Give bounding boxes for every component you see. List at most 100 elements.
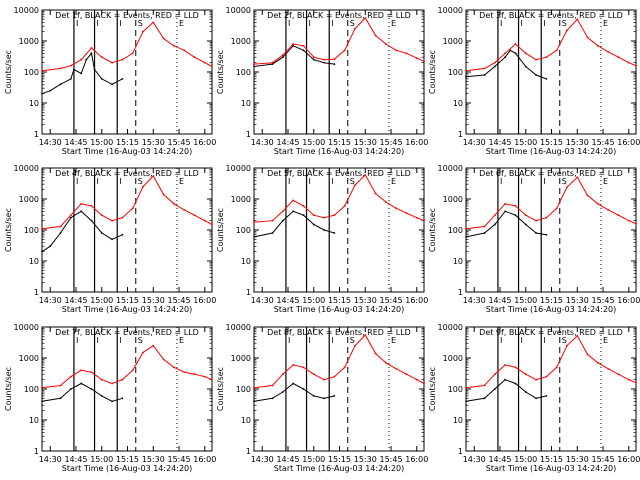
- panel-9: Det 9f, BLACK = Events, RED = LLD 1 10 100 1…: [428, 323, 640, 473]
- data-point-events: [483, 397, 486, 400]
- data-point-events: [281, 56, 284, 59]
- data-point-lld: [607, 208, 610, 211]
- series-line-lld: [465, 334, 637, 389]
- data-point-lld: [596, 44, 599, 47]
- data-point-events: [49, 245, 52, 248]
- y-tick-label: 1: [246, 288, 251, 297]
- data-point-lld: [617, 373, 620, 376]
- data-point-lld: [635, 381, 637, 384]
- data-point-lld: [142, 185, 144, 188]
- data-point-events: [90, 388, 93, 390]
- data-point-lld: [405, 373, 408, 376]
- y-tick-label: 1000: [231, 195, 251, 204]
- data-point-lld: [607, 367, 610, 370]
- data-point-events: [271, 232, 274, 234]
- data-point-events: [333, 63, 336, 65]
- data-point-lld: [535, 58, 537, 61]
- x-tick-label: 14:45: [64, 138, 87, 147]
- series-line-lld: [41, 175, 213, 230]
- start-marker-label: S: [138, 19, 143, 28]
- x-tick-label: 15:30: [354, 455, 377, 464]
- x-axis-label: Start Time (16-Aug-03 14:24:20): [486, 305, 617, 314]
- interval-marker-label: I: [76, 19, 78, 28]
- data-point-lld: [271, 384, 274, 387]
- y-axis-label: Counts/sec: [4, 208, 13, 252]
- interval-marker-label: I: [500, 19, 502, 28]
- data-point-lld: [333, 375, 336, 378]
- data-point-lld: [545, 216, 548, 219]
- data-point-events: [59, 232, 62, 234]
- y-tick-label: 1: [458, 288, 463, 297]
- data-point-lld: [635, 64, 637, 67]
- x-tick-label: 15:30: [142, 296, 165, 305]
- y-axis-label: Counts/sec: [428, 367, 437, 411]
- y-tick-label: 100: [24, 226, 39, 235]
- interval-marker-label: I: [543, 177, 545, 186]
- data-point-lld: [131, 369, 134, 372]
- data-point-events: [69, 388, 72, 390]
- start-marker-label: S: [562, 336, 567, 345]
- series-line-events: [41, 52, 123, 95]
- data-point-lld: [607, 50, 610, 53]
- y-tick-label: 10: [453, 416, 463, 425]
- y-tick-label: 1: [34, 447, 39, 456]
- y-tick-label: 10000: [438, 6, 463, 15]
- panel-title: Det 8f, BLACK = Events, RED = LLD: [267, 328, 411, 337]
- data-point-events: [90, 52, 93, 55]
- data-point-lld: [100, 378, 103, 381]
- x-tick-label: 16:00: [193, 296, 216, 305]
- end-marker-label: E: [391, 336, 396, 345]
- data-point-events: [302, 388, 305, 390]
- x-tick-label: 15:30: [566, 455, 589, 464]
- series-line-lld: [253, 174, 425, 223]
- x-tick-label: 15:45: [379, 296, 402, 305]
- x-axis-label: Start Time (16-Aug-03 14:24:20): [62, 147, 193, 156]
- data-point-lld: [281, 373, 284, 376]
- y-tick-label: 1000: [443, 37, 463, 46]
- data-point-lld: [172, 366, 175, 369]
- data-point-events: [49, 89, 52, 92]
- data-point-lld: [152, 21, 155, 24]
- plot-frame: [253, 9, 425, 135]
- data-point-lld: [203, 61, 206, 64]
- y-tick-label: 1000: [19, 354, 39, 363]
- data-point-events: [514, 52, 517, 55]
- data-point-lld: [41, 69, 43, 72]
- data-point-lld: [524, 52, 527, 55]
- data-point-events: [504, 56, 507, 59]
- x-tick-label: 15:45: [167, 455, 190, 464]
- data-point-lld: [627, 219, 630, 222]
- data-point-lld: [271, 61, 274, 64]
- start-marker-label: S: [138, 336, 143, 345]
- interval-marker-label: I: [331, 177, 333, 186]
- data-point-events: [312, 394, 315, 397]
- x-tick-label: 15:15: [540, 455, 563, 464]
- x-tick-label: 14:45: [488, 296, 511, 305]
- y-tick-label: 10000: [438, 323, 463, 332]
- y-tick-label: 100: [448, 68, 463, 77]
- data-point-lld: [111, 219, 113, 222]
- data-point-lld: [121, 216, 124, 219]
- x-tick-label: 14:30: [251, 138, 274, 147]
- x-tick-label: 16:00: [405, 138, 428, 147]
- y-tick-label: 1: [34, 130, 39, 139]
- panel-title: Det 6f, BLACK = Events, RED = LLD: [479, 169, 623, 178]
- series-line-events: [253, 210, 335, 238]
- data-point-lld: [323, 378, 325, 381]
- x-tick-label: 14:45: [276, 138, 299, 147]
- data-point-events: [111, 400, 113, 403]
- interval-marker-label: I: [331, 19, 333, 28]
- data-point-lld: [302, 366, 305, 369]
- data-point-lld: [80, 58, 83, 61]
- x-tick-label: 14:45: [488, 138, 511, 147]
- data-point-events: [333, 232, 336, 234]
- data-point-lld: [566, 344, 568, 347]
- data-point-lld: [354, 184, 356, 187]
- interval-marker-label: I: [543, 19, 545, 28]
- start-marker-label: S: [350, 19, 355, 28]
- x-tick-label: 14:30: [251, 455, 274, 464]
- data-point-events: [483, 232, 486, 234]
- data-point-lld: [535, 378, 537, 381]
- end-marker-label: E: [603, 19, 608, 28]
- data-point-events: [100, 232, 103, 234]
